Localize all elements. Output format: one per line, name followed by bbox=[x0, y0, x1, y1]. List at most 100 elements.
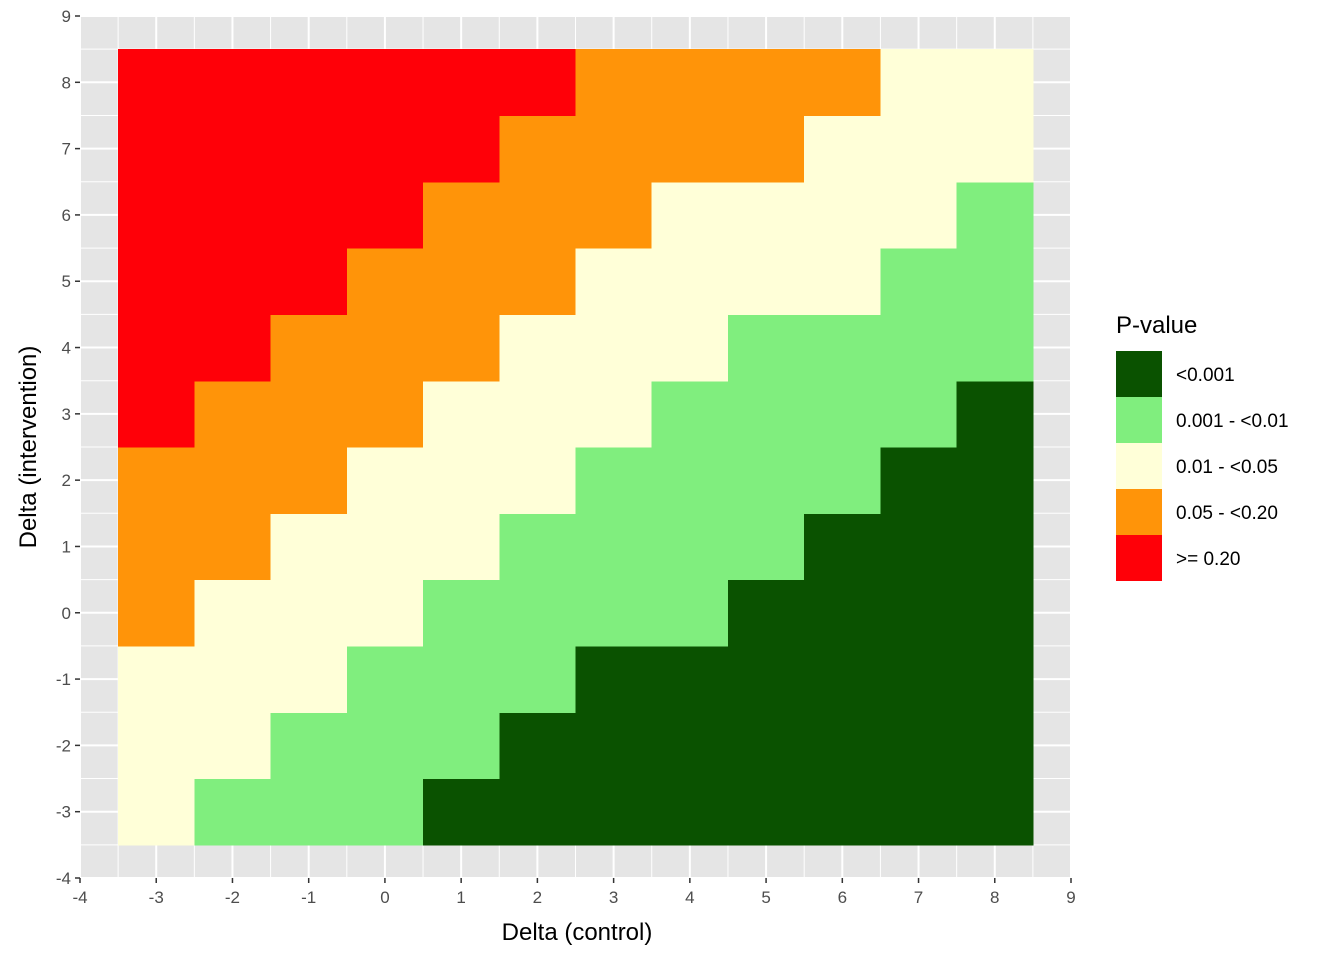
heatmap-cell bbox=[956, 579, 1034, 647]
heatmap-cell bbox=[727, 181, 805, 249]
heatmap-cell bbox=[499, 181, 577, 249]
heatmap-cell bbox=[880, 712, 958, 780]
heatmap-cell bbox=[804, 115, 882, 183]
heatmap-cell bbox=[651, 513, 729, 581]
heatmap-cell bbox=[346, 181, 424, 249]
heatmap-cell bbox=[270, 380, 348, 448]
heatmap-cell bbox=[651, 380, 729, 448]
y-tick-label: 4 bbox=[62, 339, 71, 358]
heatmap-cell bbox=[346, 579, 424, 647]
heatmap-cell bbox=[956, 645, 1034, 713]
heatmap-cell bbox=[651, 314, 729, 382]
heatmap-cell bbox=[423, 513, 500, 581]
legend-swatch bbox=[1116, 351, 1162, 397]
heatmap-cell bbox=[575, 49, 653, 117]
heatmap-cell bbox=[727, 579, 805, 647]
heatmap-cell bbox=[804, 712, 882, 780]
heatmap-cell bbox=[575, 579, 653, 647]
x-tick-label: -2 bbox=[225, 888, 240, 907]
heatmap-cell bbox=[804, 314, 882, 382]
heatmap-cell bbox=[346, 513, 424, 581]
legend-label: 0.05 - <0.20 bbox=[1176, 503, 1278, 524]
heatmap-cell bbox=[194, 447, 272, 514]
y-tick-label: 0 bbox=[62, 604, 71, 623]
heatmap-cell bbox=[575, 447, 653, 514]
heatmap-cell bbox=[956, 380, 1034, 448]
y-tick-label: 9 bbox=[62, 7, 71, 26]
heatmap-cell bbox=[118, 248, 195, 315]
heatmap-cell bbox=[194, 645, 272, 713]
legend-swatch bbox=[1116, 535, 1162, 581]
heatmap-cell bbox=[270, 579, 348, 647]
heatmap-cell bbox=[956, 314, 1034, 382]
heatmap-cell bbox=[575, 380, 653, 448]
heatmap-cell bbox=[499, 380, 577, 448]
heatmap-cell bbox=[499, 513, 577, 581]
heatmap-cell bbox=[118, 49, 195, 117]
heatmap-cell bbox=[575, 115, 653, 183]
heatmap-cell bbox=[651, 115, 729, 183]
heatmap-cell bbox=[346, 778, 424, 846]
heatmap-cell bbox=[727, 513, 805, 581]
x-tick-label: 9 bbox=[1066, 888, 1075, 907]
heatmap-cell bbox=[423, 314, 500, 382]
heatmap-cell bbox=[727, 778, 805, 846]
heatmap-cell bbox=[118, 447, 195, 514]
heatmap-cell bbox=[346, 447, 424, 514]
legend: P-value <0.001 0.001 - <0.01 0.01 - <0.05 0… bbox=[1116, 312, 1289, 581]
heatmap-cell bbox=[423, 380, 500, 448]
y-tick-label: 5 bbox=[62, 272, 71, 291]
legend-label: 0.01 - <0.05 bbox=[1176, 457, 1278, 478]
heatmap-cell bbox=[880, 248, 958, 315]
x-axis-title: Delta (control) bbox=[502, 919, 653, 946]
heatmap-cell bbox=[651, 181, 729, 249]
y-axis-title: Delta (intervention) bbox=[15, 346, 42, 549]
heatmap-cell bbox=[194, 314, 272, 382]
heatmap-cell bbox=[270, 778, 348, 846]
heatmap-cell bbox=[423, 447, 500, 514]
y-tick-label: -2 bbox=[56, 736, 71, 755]
heatmap-cell bbox=[118, 115, 195, 183]
heatmap-cell bbox=[575, 248, 653, 315]
heatmap-cell bbox=[423, 181, 500, 249]
heatmap-cell bbox=[346, 49, 424, 117]
heatmap-cell bbox=[346, 380, 424, 448]
heatmap-cell bbox=[727, 380, 805, 448]
heatmap-cell bbox=[346, 712, 424, 780]
heatmap-cell bbox=[804, 181, 882, 249]
heatmap-cell bbox=[575, 314, 653, 382]
heatmap-cell bbox=[956, 181, 1034, 249]
heatmap-cell bbox=[270, 447, 348, 514]
heatmap-cell bbox=[727, 49, 805, 117]
legend-swatch bbox=[1116, 443, 1162, 489]
legend-label: 0.001 - <0.01 bbox=[1176, 411, 1289, 432]
x-tick-label: 3 bbox=[609, 888, 618, 907]
heatmap-cell bbox=[804, 513, 882, 581]
heatmap-cell bbox=[880, 447, 958, 514]
heatmap-cell bbox=[346, 314, 424, 382]
heatmap-cell bbox=[194, 380, 272, 448]
heatmap-cell bbox=[118, 645, 195, 713]
heatmap-cell bbox=[118, 181, 195, 249]
heatmap-cell bbox=[194, 712, 272, 780]
heatmap-cell bbox=[270, 314, 348, 382]
heatmap-cell bbox=[880, 513, 958, 581]
heatmap-cell bbox=[727, 115, 805, 183]
heatmap-cell bbox=[194, 513, 272, 581]
heatmap-cell bbox=[194, 181, 272, 249]
x-tick-label: 0 bbox=[380, 888, 389, 907]
x-tick-label: -3 bbox=[149, 888, 164, 907]
heatmap-cell bbox=[956, 115, 1034, 183]
heatmap-cell bbox=[956, 778, 1034, 846]
heatmap-cell bbox=[423, 49, 500, 117]
heatmap-cell bbox=[651, 579, 729, 647]
y-tick-label: -1 bbox=[56, 670, 71, 689]
x-tick-label: 4 bbox=[685, 888, 694, 907]
heatmap-cell bbox=[499, 248, 577, 315]
y-tick-label: -3 bbox=[56, 803, 71, 822]
heatmap-cell bbox=[118, 579, 195, 647]
legend-label: <0.001 bbox=[1176, 365, 1235, 386]
heatmap-cell bbox=[575, 712, 653, 780]
heatmap-cell bbox=[118, 778, 195, 846]
legend-swatch bbox=[1116, 489, 1162, 535]
